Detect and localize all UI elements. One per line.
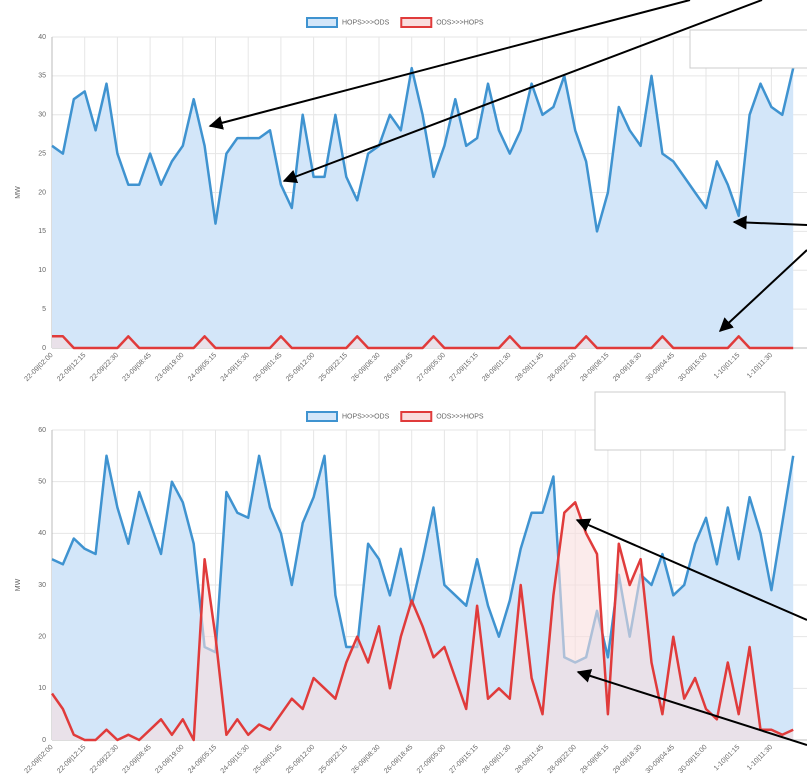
x-tick-label: 22-09|22:30 <box>89 352 120 383</box>
x-tick-label: 29-09|18:30 <box>612 744 643 775</box>
y-tick-label: 35 <box>38 73 46 80</box>
series-line <box>51 454 795 664</box>
y-tick-label: 0 <box>42 345 46 352</box>
x-tick-label: 26-09|18:45 <box>383 352 414 383</box>
x-tick-label: 30-09|15:00 <box>677 352 708 383</box>
arrow <box>282 0 763 184</box>
y-tick-label: 20 <box>38 634 46 641</box>
x-tick-label: 30-09|04:45 <box>645 744 676 775</box>
x-tick-label: 28-09|01:30 <box>481 744 512 775</box>
x-tick-label: 26-09|08:30 <box>350 744 381 775</box>
x-tick-label: 22-09|02:00 <box>23 744 54 775</box>
x-tick-label: 30-09|15:00 <box>677 744 708 775</box>
x-tick-label: 1-10|01:15 <box>713 744 742 773</box>
series-area <box>52 455 794 740</box>
legend-label: ODS>>>HOPS <box>436 19 484 26</box>
x-tick-label: 25-09|22:15 <box>318 744 349 775</box>
x-tick-label: 25-09|12:00 <box>285 744 316 775</box>
x-tick-label: 1-10|11:30 <box>746 744 774 772</box>
y-tick-label: 25 <box>38 150 46 157</box>
legend-label: ODS>>>HOPS <box>436 413 484 420</box>
x-tick-label: 24-09|15:30 <box>220 352 251 383</box>
y-tick-label: 30 <box>38 582 46 589</box>
arrow <box>718 249 807 332</box>
y-tick-label: 20 <box>38 189 46 196</box>
x-tick-label: 27-09|15:15 <box>449 744 480 775</box>
arrow <box>575 518 807 621</box>
legend-label: HOPS>>>ODS <box>342 413 390 420</box>
x-tick-label: 1-10|11:30 <box>746 352 774 380</box>
x-tick-label: 27-09|05:00 <box>416 744 447 775</box>
x-tick-label: 24-09|15:30 <box>220 744 251 775</box>
x-tick-label: 28-09|22:00 <box>547 744 578 775</box>
x-tick-label: 25-09|12:00 <box>285 352 316 383</box>
x-tick-label: 25-09|01:45 <box>252 744 283 775</box>
series-line <box>50 501 794 742</box>
x-tick-label: 23-09|19:00 <box>154 744 185 775</box>
chart: 0 10 20 30 40 50 60 22-09|02:00 22-09|12:15 22-09… <box>15 411 807 775</box>
arrow <box>208 0 691 130</box>
legend-swatch <box>306 411 338 422</box>
y-tick-label: 0 <box>42 737 46 744</box>
legend-swatch <box>400 17 433 28</box>
y-axis-title: MW <box>15 578 22 591</box>
x-tick-label: 23-09|19:00 <box>154 352 185 383</box>
x-tick-label: 29-09|08:15 <box>579 744 610 775</box>
y-tick-label: 15 <box>38 228 46 235</box>
x-tick-label: 23-09|08:45 <box>122 352 153 383</box>
x-tick-label: 28-09|11:45 <box>514 352 545 383</box>
y-tick-label: 60 <box>38 427 46 434</box>
x-tick-label: 1-10|01:15 <box>713 352 742 381</box>
legend-swatch <box>306 17 338 28</box>
annotations <box>208 0 807 746</box>
x-tick-label: 28-09|11:45 <box>514 744 545 775</box>
series-line <box>51 66 795 233</box>
arrow <box>732 215 807 230</box>
x-tick-label: 28-09|22:00 <box>547 352 578 383</box>
x-tick-label: 30-09|04:45 <box>645 352 676 383</box>
y-axis-title: MW <box>15 186 22 199</box>
series-line <box>52 335 794 350</box>
legend-label: HOPS>>>ODS <box>342 19 390 26</box>
x-tick-label: 24-09|05:15 <box>187 744 218 775</box>
x-tick-label: 23-09|08:45 <box>122 744 153 775</box>
y-tick-label: 30 <box>38 112 46 119</box>
x-tick-label: 22-09|12:15 <box>56 352 87 383</box>
x-tick-label: 24-09|05:15 <box>187 352 218 383</box>
x-tick-label: 22-09|22:30 <box>89 744 120 775</box>
y-tick-label: 40 <box>38 530 46 537</box>
x-tick-label: 27-09|15:15 <box>449 352 480 383</box>
x-tick-label: 28-09|01:30 <box>481 352 512 383</box>
x-tick-label: 26-09|18:45 <box>383 744 414 775</box>
x-tick-label: 29-09|18:30 <box>612 352 643 383</box>
legend-swatch <box>400 411 433 422</box>
y-tick-label: 10 <box>38 267 46 274</box>
y-tick-label: 50 <box>38 479 46 486</box>
x-tick-label: 25-09|22:15 <box>318 352 349 383</box>
x-tick-label: 25-09|01:45 <box>252 352 283 383</box>
series-area <box>52 68 794 348</box>
x-tick-label: 26-09|08:30 <box>350 352 381 383</box>
y-tick-label: 5 <box>42 306 46 313</box>
callout-box <box>594 391 786 451</box>
x-tick-label: 27-09|05:00 <box>416 352 447 383</box>
x-tick-label: 29-09|08:15 <box>579 352 610 383</box>
y-tick-label: 10 <box>38 685 46 692</box>
x-tick-label: 22-09|12:15 <box>56 744 87 775</box>
arrow <box>576 669 807 746</box>
callout-box <box>689 29 807 69</box>
y-tick-label: 40 <box>38 34 46 41</box>
x-tick-label: 22-09|02:00 <box>23 352 54 383</box>
